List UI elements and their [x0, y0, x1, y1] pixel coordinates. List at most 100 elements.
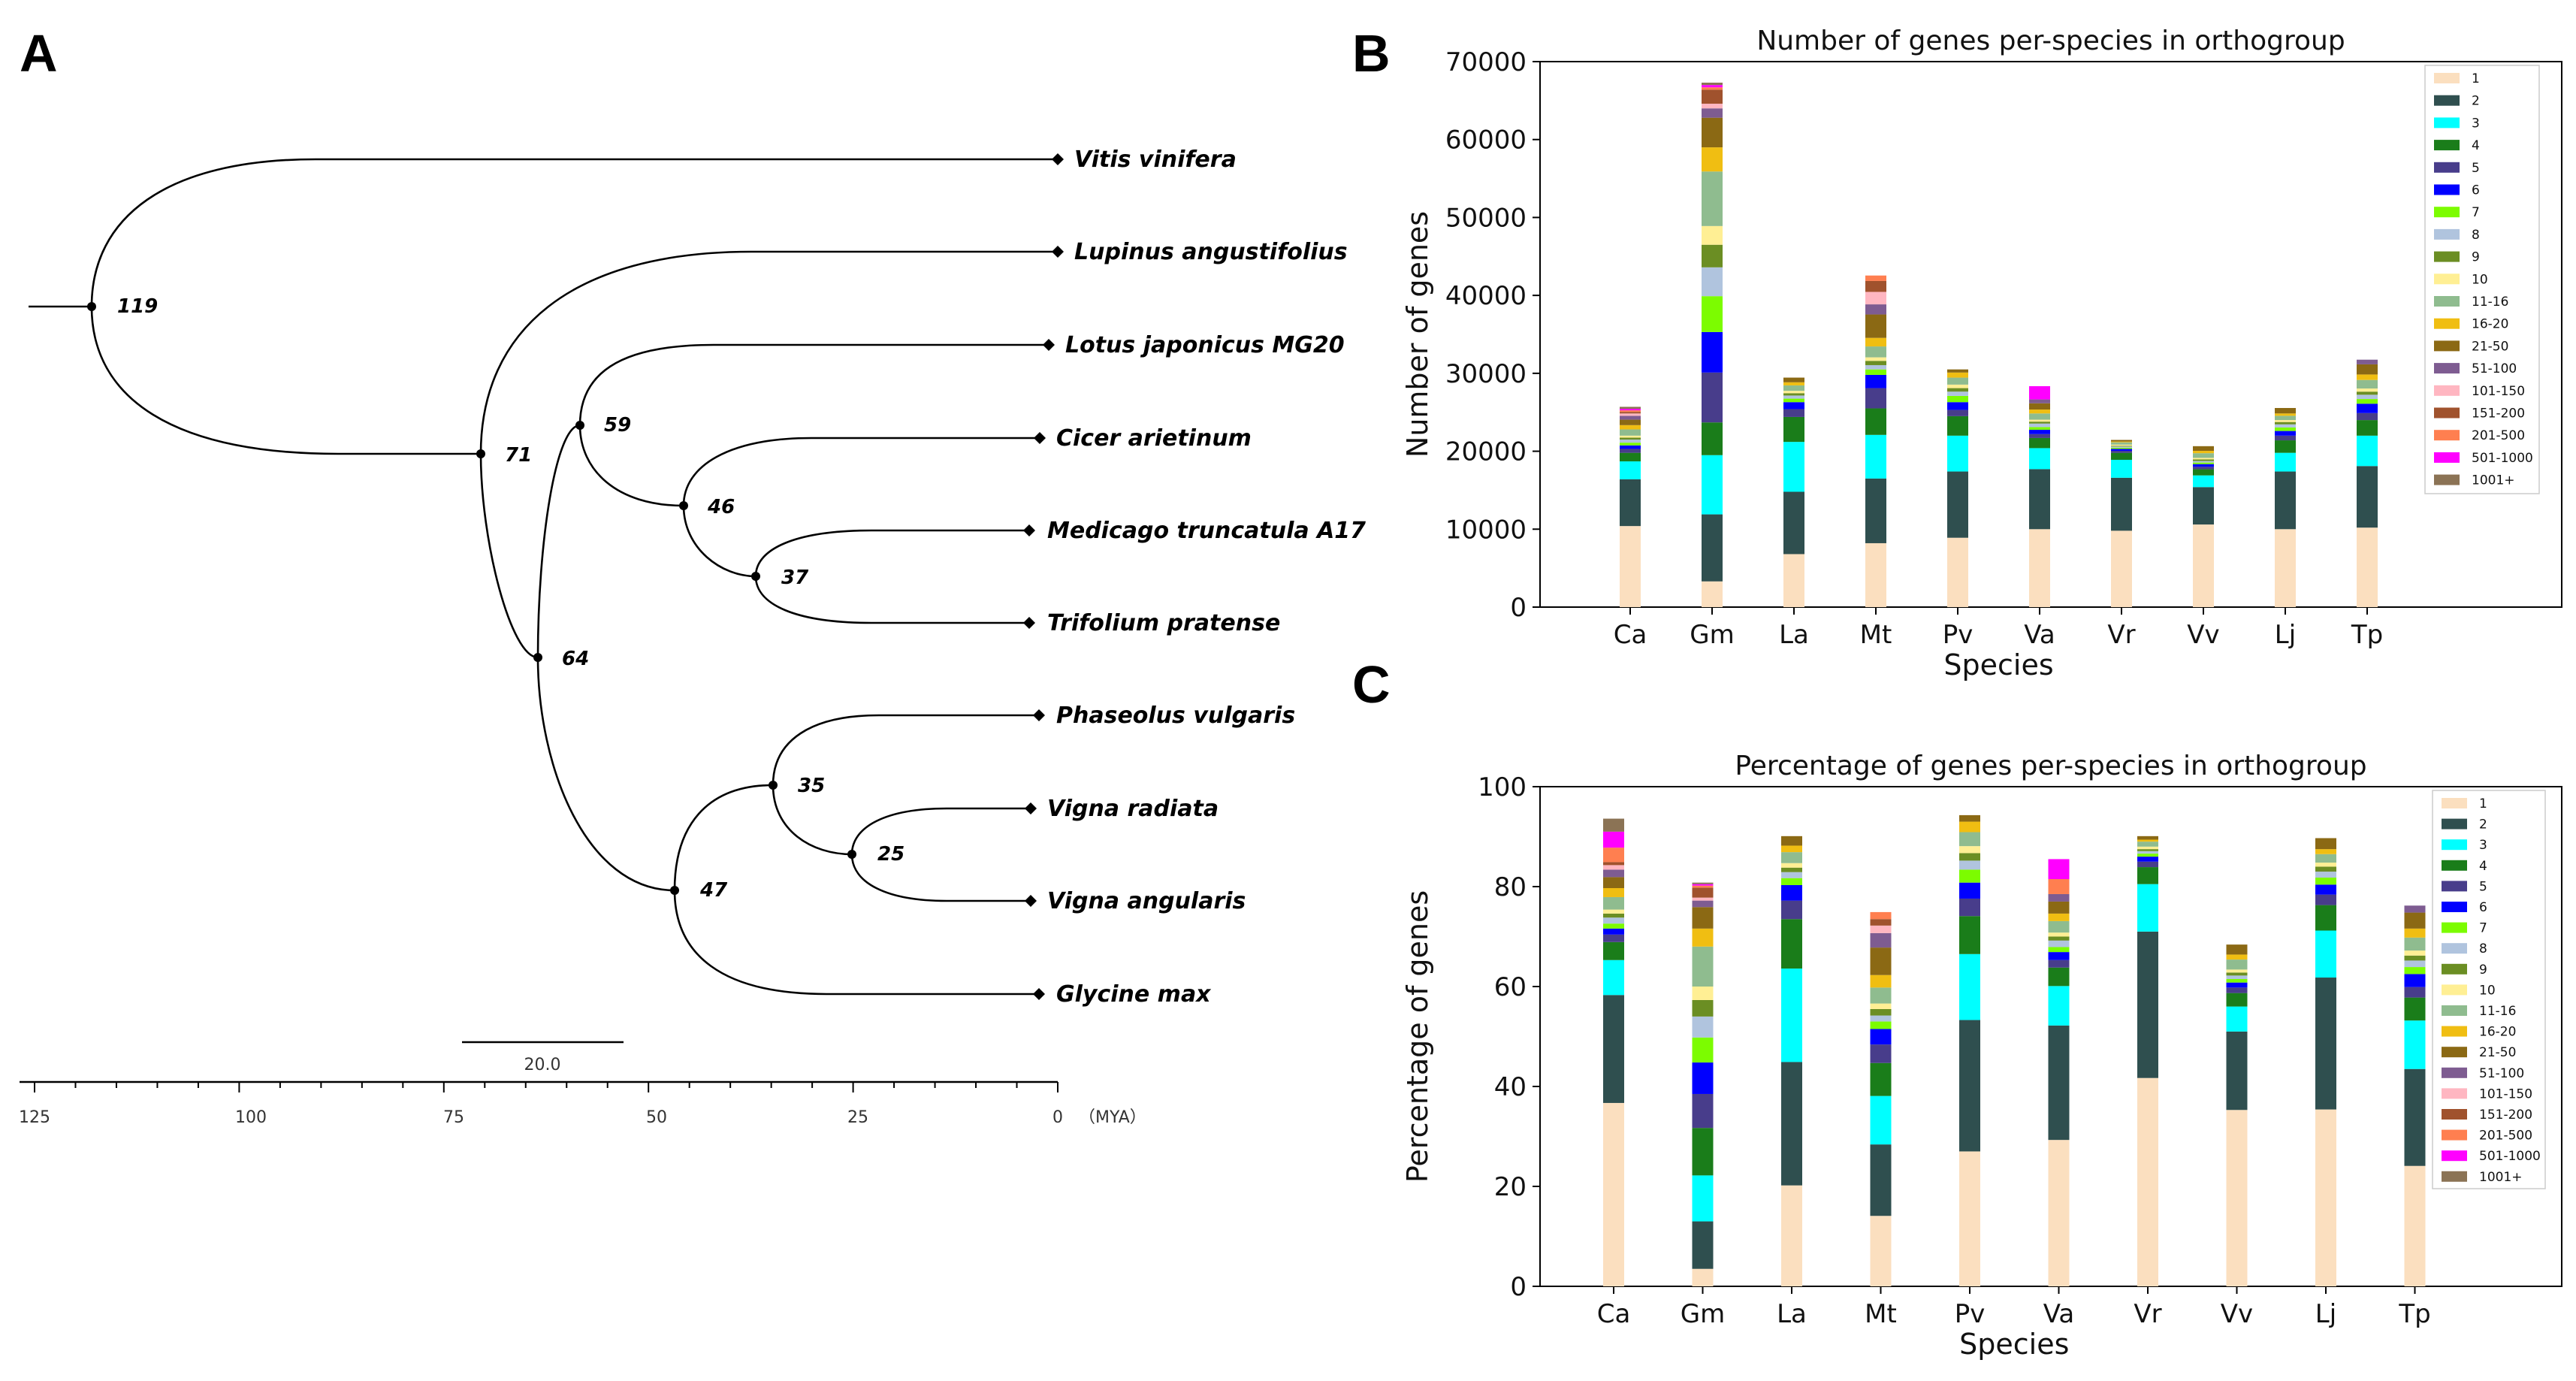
bar-segment	[2029, 399, 2050, 403]
bar-segment	[1603, 909, 1624, 914]
bar-segment	[1870, 1044, 1892, 1063]
node-age-label: 59	[604, 414, 631, 437]
taxon-label: Vitis vinifera	[1074, 147, 1237, 173]
bar-segment	[1692, 1037, 1714, 1063]
bar-segment	[2029, 403, 2050, 410]
bar-segment	[1620, 429, 1641, 436]
taxon-label: Phaseolus vulgaris	[1056, 703, 1295, 729]
bar-segment	[1959, 853, 1980, 861]
bar-segment	[1781, 878, 1802, 886]
node-age-label: 71	[505, 444, 532, 467]
bar-segment	[1692, 887, 1714, 898]
bar-segment	[1692, 1175, 1714, 1222]
legend-swatch	[2442, 1026, 2467, 1037]
branch-phaseolus	[772, 714, 1039, 786]
chart-percentage-of-genes: Percentage of genes per-species in ortho…	[1401, 751, 2562, 1361]
legend-label: 151-200	[2472, 406, 2525, 422]
node-age-label: 46	[707, 496, 735, 518]
bar-segment	[2404, 974, 2426, 987]
bar-segment	[2137, 851, 2158, 854]
legend-label: 2	[2479, 817, 2487, 833]
bar-segment	[2357, 364, 2378, 375]
legend-swatch	[2442, 860, 2467, 871]
bar-segment	[1702, 422, 1723, 455]
y-tick-label: 0	[1510, 593, 1527, 623]
x-tick-label: Mt	[1860, 620, 1892, 650]
bar-segment	[1870, 1021, 1892, 1029]
bar-segment	[2404, 912, 2426, 929]
bar-segment	[1620, 443, 1641, 446]
bar-segment	[1959, 869, 1980, 883]
bar-segment	[2029, 409, 2050, 414]
bar-segment	[2048, 879, 2070, 894]
bar-segment	[2315, 978, 2336, 1110]
taxon-label: Lupinus angustifolius	[1074, 239, 1348, 265]
bar-segment	[1947, 435, 1968, 472]
bar-segment	[1692, 1016, 1714, 1038]
bar-segment	[2315, 838, 2336, 850]
bar-segment	[2357, 359, 2378, 364]
bar-segment	[1702, 83, 1723, 86]
bar-segment	[1870, 1008, 1892, 1016]
legend-label: 5	[2472, 161, 2480, 176]
branch-vigna-radiata	[850, 807, 1031, 855]
bar-segment	[2193, 459, 2214, 461]
bar-segment	[2193, 487, 2214, 525]
legend-label: 1	[2479, 796, 2487, 811]
bar-segment	[2193, 464, 2214, 467]
bar-segment	[2193, 446, 2214, 452]
legend-swatch	[2442, 943, 2467, 954]
timeline-tick-label: 0	[1052, 1108, 1063, 1127]
legend-swatch	[2434, 207, 2460, 218]
bar-segment	[2315, 905, 2336, 931]
branch-47-35	[673, 784, 774, 891]
bar-segment	[2275, 422, 2296, 425]
legend-label: 11-16	[2479, 1004, 2516, 1019]
legend-label: 8	[2479, 941, 2487, 956]
legend-swatch	[2434, 251, 2460, 262]
bar-segment	[1781, 1185, 1802, 1286]
legend-swatch	[2442, 839, 2467, 851]
legend-swatch	[2434, 407, 2460, 419]
bar-segment	[2226, 1031, 2248, 1111]
bar-segment	[1603, 887, 1624, 897]
branch-71-64	[479, 453, 539, 659]
panel-c-label: C	[1352, 655, 1391, 714]
bar-segment	[1702, 89, 1723, 104]
bar-segment	[1702, 581, 1723, 607]
bar-segment	[1620, 437, 1641, 440]
chart-number-of-genes: Number of genes per-species in orthogrou…	[1401, 26, 2562, 681]
branch-vitis	[90, 158, 1058, 307]
y-tick-label: 20000	[1445, 437, 1527, 467]
legend-swatch	[2434, 273, 2460, 285]
tip-marker	[1043, 339, 1055, 351]
bar-segment	[2111, 444, 2132, 446]
x-tick-label: Ca	[1614, 620, 1647, 650]
bar-segment	[2357, 420, 2378, 436]
bar-segment	[2137, 854, 2158, 857]
bar-segment	[2275, 471, 2296, 530]
bar-segment	[2029, 529, 2050, 607]
bar-segment	[2029, 448, 2050, 470]
bar-segment	[1781, 969, 1802, 1062]
y-axis-label: Percentage of genes	[1401, 890, 1434, 1183]
bar-segment	[1702, 296, 1723, 332]
tip-marker	[1052, 246, 1064, 258]
tip-marker	[1023, 617, 1035, 629]
bar-segment	[2193, 461, 2214, 463]
bar-segment	[2315, 1109, 2336, 1286]
bar-segment	[2048, 952, 2070, 960]
bar-segment	[2111, 530, 2132, 607]
bar-segment	[1865, 292, 1886, 305]
branch-64-47	[536, 657, 675, 892]
legend-swatch	[2434, 296, 2460, 307]
bar-segment	[2226, 944, 2248, 955]
bar-segment	[2048, 967, 2070, 987]
bar-segment	[2404, 1165, 2426, 1286]
bar-segment	[1870, 1216, 1892, 1286]
legend-swatch	[2434, 73, 2460, 83]
bar-segment	[2193, 458, 2214, 460]
bar-segment	[1603, 1102, 1624, 1286]
bar-segment	[1783, 416, 1804, 443]
bar-segment	[2111, 440, 2132, 442]
